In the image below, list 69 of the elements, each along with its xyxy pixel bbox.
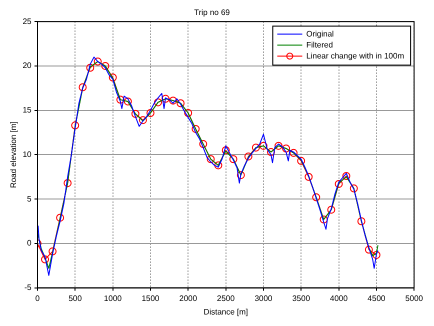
point (86, 64, 94, 72)
point (259, 142, 268, 150)
y-tick-label: 20 (22, 61, 32, 70)
point (304, 172, 313, 181)
legend-label: Original (306, 29, 334, 38)
y-tick-label: 0 (27, 238, 32, 248)
point (357, 217, 366, 226)
point (169, 96, 178, 105)
point (342, 172, 350, 180)
x-tick-label: 1000 (104, 294, 122, 303)
x-tick-label: 2000 (179, 294, 198, 303)
x-tick-label: 2500 (216, 294, 236, 303)
legend-label: Linear change with in 100m (306, 51, 404, 60)
point (94, 58, 102, 66)
legend-label: Filtered (306, 40, 333, 50)
point (297, 156, 306, 165)
y-tick-label: -5 (24, 283, 32, 292)
point (266, 148, 275, 156)
y-axis-title: Road elevation [m] (9, 121, 18, 188)
point (320, 215, 328, 224)
x-tick-label: 3500 (292, 294, 311, 303)
point (184, 108, 192, 117)
point (364, 246, 373, 254)
point (71, 121, 80, 130)
x-tick-label: 5000 (405, 294, 424, 303)
point (78, 83, 87, 92)
point (48, 247, 57, 256)
point (41, 255, 50, 264)
point (229, 155, 238, 164)
point (244, 152, 252, 160)
x-tick-label: 4500 (368, 294, 386, 303)
x-tick-label: 500 (68, 294, 82, 303)
point (124, 97, 132, 106)
point (290, 148, 298, 157)
point (146, 108, 154, 117)
y-tick-label: 15 (22, 106, 32, 115)
point (282, 144, 290, 152)
point (214, 161, 222, 170)
y-tick-label: 10 (22, 150, 32, 159)
x-tick-label: 0 (35, 294, 40, 303)
point (64, 179, 72, 188)
x-tick-label: 1500 (142, 294, 160, 303)
point (131, 110, 140, 118)
point (56, 214, 64, 222)
y-tick-label: 5 (27, 194, 32, 204)
point (154, 98, 162, 106)
point (176, 99, 185, 108)
point (192, 124, 200, 133)
point (101, 62, 110, 70)
point (236, 171, 245, 180)
point (116, 96, 124, 104)
point (334, 180, 343, 188)
point (350, 184, 358, 192)
point (138, 116, 147, 124)
x-tick-label: 3000 (254, 294, 273, 303)
point (252, 144, 260, 152)
point (222, 146, 230, 154)
point (327, 206, 336, 214)
x-tick-label: 4000 (330, 294, 348, 303)
point (206, 155, 215, 164)
point (312, 193, 320, 202)
chart-title: Trip no 69 (194, 8, 230, 18)
y-tick-label: 25 (22, 16, 32, 26)
point (274, 142, 283, 150)
point (162, 94, 170, 103)
point (372, 250, 380, 259)
x-axis-title: Distance [m] (204, 307, 248, 316)
point (199, 140, 208, 148)
point (108, 74, 117, 82)
